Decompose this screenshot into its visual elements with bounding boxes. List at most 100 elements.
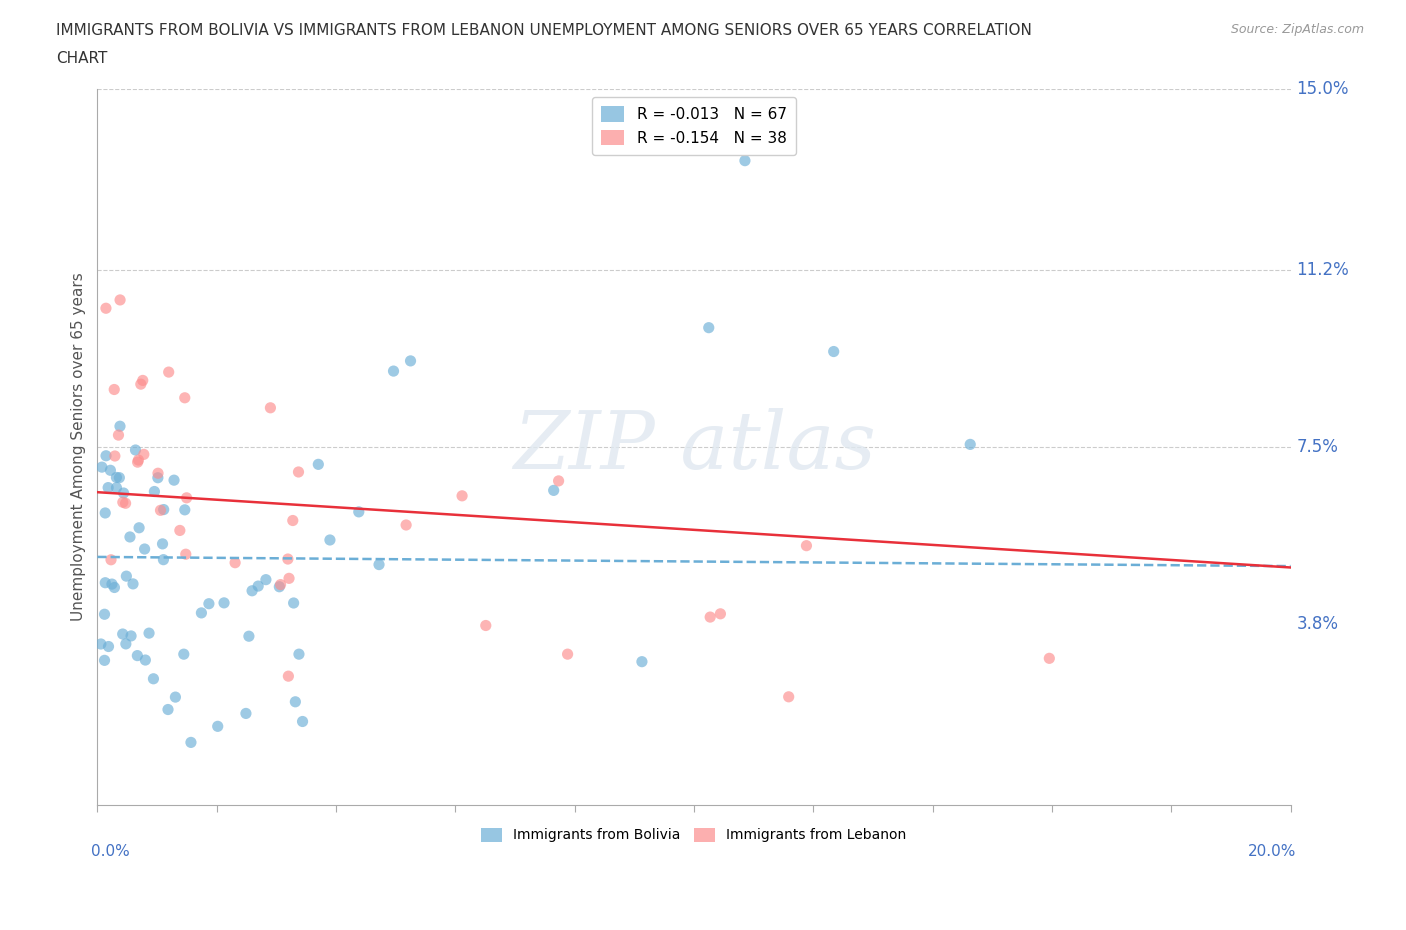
Point — [108, 471, 131, 485]
Point — [157, 365, 180, 379]
Point — [118, 529, 141, 544]
Point — [111, 495, 134, 510]
Point — [288, 646, 311, 661]
Point — [149, 503, 172, 518]
Point — [451, 488, 474, 503]
Text: 11.2%: 11.2% — [1296, 261, 1350, 279]
Point — [198, 596, 221, 611]
Point — [697, 320, 720, 335]
Point — [247, 578, 270, 593]
Point — [235, 706, 257, 721]
Point — [90, 636, 112, 651]
Point — [709, 606, 731, 621]
Point — [120, 629, 142, 644]
Point — [152, 537, 174, 551]
Point — [94, 300, 117, 315]
Point — [173, 502, 195, 517]
Point — [122, 577, 145, 591]
Point — [114, 496, 136, 511]
Point — [347, 504, 370, 519]
Point — [173, 391, 195, 405]
Point — [307, 457, 329, 472]
Point — [240, 583, 263, 598]
Point — [281, 513, 304, 528]
Point — [101, 577, 124, 591]
Text: 0.0%: 0.0% — [91, 844, 131, 859]
Text: CHART: CHART — [56, 51, 108, 66]
Point — [115, 636, 138, 651]
Point — [146, 466, 169, 481]
Point — [163, 472, 186, 487]
Point — [156, 702, 179, 717]
Point — [278, 571, 301, 586]
Point — [778, 689, 800, 704]
Point — [382, 364, 405, 379]
Point — [277, 551, 299, 566]
Text: ZIP atlas: ZIP atlas — [513, 408, 876, 485]
Point — [127, 455, 149, 470]
Point — [180, 735, 202, 750]
Point — [152, 552, 174, 567]
Point — [93, 606, 115, 621]
Point — [124, 443, 146, 458]
Point — [103, 580, 125, 595]
Point — [269, 579, 291, 594]
Point — [557, 646, 579, 661]
Point — [169, 523, 191, 538]
Point — [212, 595, 235, 610]
Point — [104, 448, 127, 463]
Point — [547, 473, 569, 488]
Point — [823, 344, 845, 359]
Point — [90, 459, 112, 474]
Point — [132, 373, 155, 388]
Text: 3.8%: 3.8% — [1296, 615, 1339, 632]
Point — [259, 400, 281, 415]
Point — [284, 695, 307, 710]
Text: IMMIGRANTS FROM BOLIVIA VS IMMIGRANTS FROM LEBANON UNEMPLOYMENT AMONG SENIORS OV: IMMIGRANTS FROM BOLIVIA VS IMMIGRANTS FR… — [56, 23, 1032, 38]
Point — [475, 618, 498, 633]
Point — [93, 653, 115, 668]
Point — [291, 714, 314, 729]
Point — [283, 595, 305, 610]
Point — [107, 428, 129, 443]
Y-axis label: Unemployment Among Seniors over 65 years: Unemployment Among Seniors over 65 years — [72, 272, 86, 621]
Point — [97, 639, 120, 654]
Point — [108, 293, 131, 308]
Point — [287, 465, 309, 480]
Point — [112, 485, 135, 500]
Point — [543, 483, 565, 498]
Point — [127, 648, 149, 663]
Point — [399, 353, 422, 368]
Point — [142, 671, 165, 686]
Point — [368, 557, 391, 572]
Legend: Immigrants from Bolivia, Immigrants from Lebanon: Immigrants from Bolivia, Immigrants from… — [475, 822, 912, 848]
Point — [134, 653, 156, 668]
Text: 7.5%: 7.5% — [1296, 438, 1339, 456]
Point — [173, 646, 195, 661]
Point — [138, 626, 160, 641]
Point — [277, 669, 299, 684]
Point — [959, 437, 981, 452]
Point — [134, 541, 156, 556]
Point — [132, 447, 155, 462]
Point — [103, 382, 125, 397]
Point — [105, 480, 128, 495]
Point — [631, 654, 654, 669]
Point — [270, 578, 292, 592]
Point — [176, 490, 198, 505]
Point — [97, 480, 120, 495]
Point — [734, 153, 756, 168]
Point — [254, 572, 277, 587]
Point — [143, 485, 166, 499]
Point — [238, 629, 260, 644]
Point — [395, 517, 418, 532]
Text: 20.0%: 20.0% — [1249, 844, 1296, 859]
Text: Source: ZipAtlas.com: Source: ZipAtlas.com — [1230, 23, 1364, 36]
Point — [108, 418, 131, 433]
Point — [174, 547, 197, 562]
Point — [94, 576, 117, 591]
Point — [100, 552, 122, 567]
Point — [100, 463, 122, 478]
Point — [152, 502, 174, 517]
Point — [94, 506, 117, 521]
